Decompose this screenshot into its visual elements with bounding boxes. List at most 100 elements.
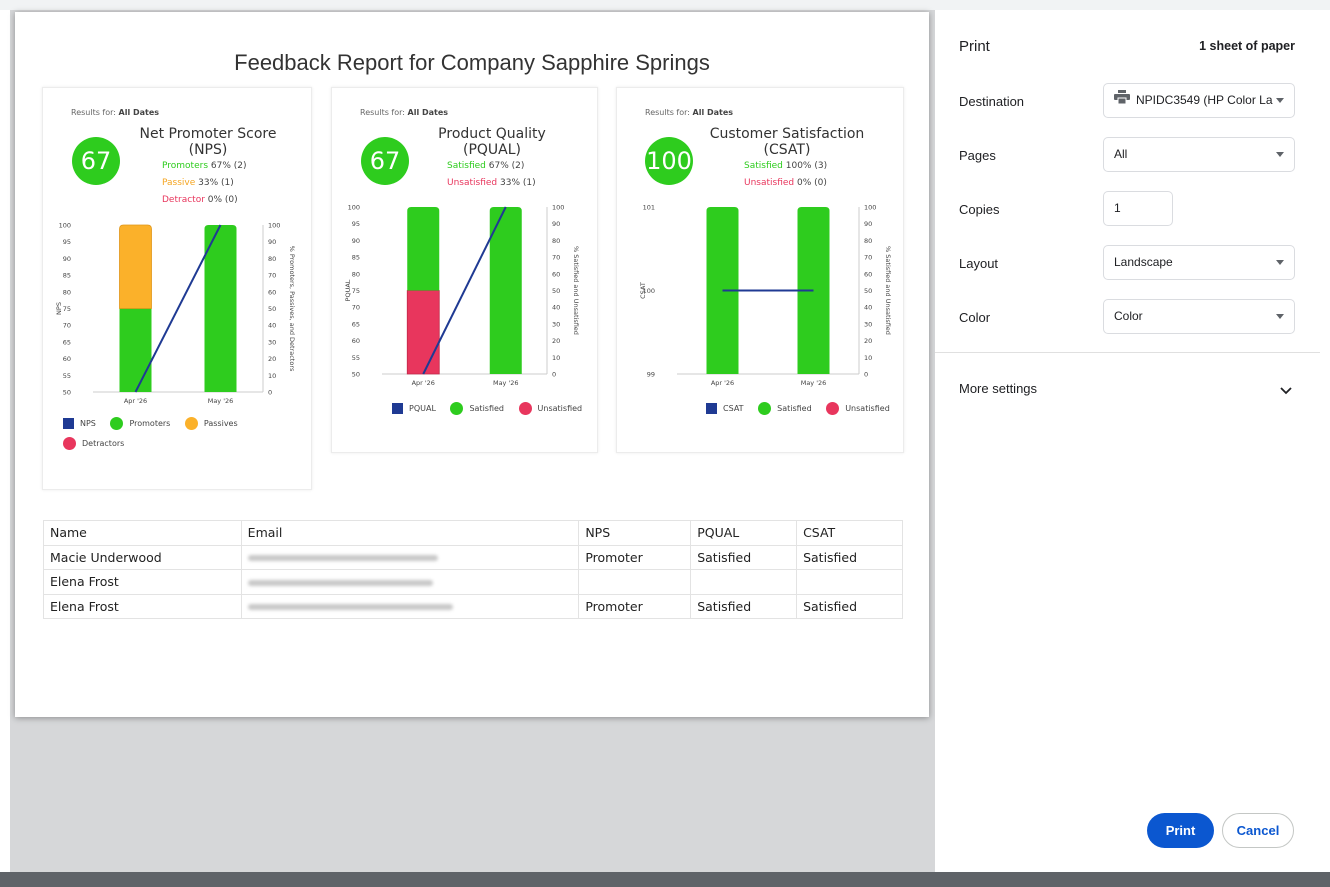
series-line-nps bbox=[134, 224, 222, 393]
cell-nps: Promoter bbox=[578, 544, 692, 570]
y-tick-label: 101 bbox=[643, 204, 655, 212]
printer-icon bbox=[1114, 84, 1130, 117]
nps-title-line1: Net Promoter Score bbox=[139, 126, 277, 142]
color-select[interactable]: Color bbox=[1103, 299, 1295, 334]
table-row: Elena Frost bbox=[43, 569, 903, 595]
csat-card: Results for: All Dates 100 Customer Sati… bbox=[616, 87, 904, 453]
y2-tick-label: 20 bbox=[864, 337, 872, 345]
results-value: All Dates bbox=[407, 108, 449, 117]
csat-title-line1: Customer Satisfaction bbox=[709, 126, 865, 142]
y2-tick-label: 20 bbox=[552, 337, 560, 345]
stat-value: 67% (2) bbox=[488, 161, 525, 171]
chevron-down-icon[interactable] bbox=[1280, 382, 1292, 400]
y-tick-label: 90 bbox=[352, 237, 360, 245]
stat-value: 0% (0) bbox=[797, 178, 827, 188]
sheet-count: 1 sheet of paper bbox=[1199, 39, 1295, 53]
legend-label: NPS bbox=[80, 419, 96, 428]
cell-name: Macie Underwood bbox=[43, 544, 242, 570]
legend-detractors-swatch bbox=[63, 437, 76, 450]
legend-label: Passives bbox=[203, 419, 238, 428]
y2-tick-label: 40 bbox=[864, 304, 872, 312]
legend-label: Detractors bbox=[82, 439, 125, 448]
nps-card-title: Net Promoter Score (NPS) bbox=[123, 126, 293, 158]
y2-tick-label: 80 bbox=[552, 237, 560, 245]
nps-passive-stat: Passive 33% (1) bbox=[162, 178, 234, 188]
background-tab-strip bbox=[0, 0, 1330, 10]
stat-value: 0% (0) bbox=[207, 195, 238, 205]
bar-segment-unsatisfied bbox=[406, 290, 440, 375]
legend-label: Promoters bbox=[129, 419, 171, 428]
pages-label: Pages bbox=[959, 148, 996, 163]
pqual-score-badge: 67 bbox=[361, 137, 409, 185]
y-tick-label: 55 bbox=[352, 354, 360, 362]
print-preview-page: Feedback Report for Company Sapphire Spr… bbox=[15, 12, 929, 717]
bottom-overlay bbox=[0, 872, 1330, 887]
stat-value: 33% (1) bbox=[500, 178, 536, 188]
y-axis-title: CSAT bbox=[639, 282, 647, 299]
bar-segment-satisfied bbox=[407, 207, 440, 291]
nps-score-badge: 67 bbox=[72, 137, 120, 185]
series-line-pqual bbox=[422, 206, 507, 375]
bar-segment-promoters bbox=[119, 308, 152, 392]
results-for-label: Results for: All Dates bbox=[360, 108, 448, 117]
results-prefix: Results for: bbox=[360, 108, 405, 117]
stat-label: Detractor bbox=[162, 195, 205, 205]
legend-pqual-swatch bbox=[392, 403, 403, 414]
y2-tick-label: 0 bbox=[552, 371, 556, 379]
copies-input[interactable]: 1 bbox=[1103, 191, 1173, 226]
column-header-name: Name bbox=[43, 520, 242, 546]
results-value: All Dates bbox=[118, 108, 160, 117]
cell-email-redacted bbox=[240, 544, 580, 570]
responses-table: Name Email NPS PQUAL CSAT Macie Underwoo… bbox=[43, 520, 903, 619]
nps-legend-row2: Detractors bbox=[63, 437, 124, 450]
destination-select[interactable]: NPIDC3549 (HP Color La bbox=[1103, 83, 1295, 118]
print-dialog-title: Print bbox=[959, 38, 990, 55]
legend-label: CSAT bbox=[723, 404, 744, 413]
y-tick-label: 55 bbox=[63, 372, 71, 380]
y2-tick-label: 0 bbox=[864, 371, 868, 379]
legend-unsatisfied-swatch bbox=[826, 402, 840, 415]
y2-tick-label: 80 bbox=[864, 237, 872, 245]
legend-csat-swatch bbox=[706, 403, 717, 414]
pqual-legend: PQUAL Satisfied Unsatisfied bbox=[392, 402, 582, 415]
table-row: Elena Frost Promoter Satisfied Satisfied bbox=[43, 593, 903, 619]
csat-score-badge: 100 bbox=[645, 137, 693, 185]
y2-tick-label: 60 bbox=[268, 288, 276, 296]
layout-select[interactable]: Landscape bbox=[1103, 245, 1295, 280]
redacted-email bbox=[247, 555, 438, 562]
y-tick-label: 75 bbox=[352, 287, 360, 295]
y-tick-label: 100 bbox=[643, 287, 655, 295]
y2-axis-title: % Satisfied and Unsatisfied bbox=[884, 246, 892, 335]
print-button[interactable]: Print bbox=[1147, 813, 1214, 848]
legend-satisfied-swatch bbox=[450, 402, 464, 415]
pqual-card: Results for: All Dates 67 Product Qualit… bbox=[331, 87, 598, 453]
column-header-nps: NPS bbox=[578, 520, 692, 546]
csat-satisfied-stat: Satisfied 100% (3) bbox=[744, 161, 827, 171]
y-tick-label: 95 bbox=[352, 220, 360, 228]
more-settings-toggle[interactable]: More settings bbox=[959, 381, 1038, 396]
csat-card-title: Customer Satisfaction (CSAT) bbox=[697, 126, 877, 158]
stat-value: 33% (1) bbox=[198, 178, 234, 188]
stat-label: Unsatisfied bbox=[447, 178, 498, 188]
y-tick-label: 85 bbox=[352, 254, 360, 262]
bar-segment-passives bbox=[119, 224, 152, 309]
y2-axis-title: % Promoters, Passives, and Detractors bbox=[288, 246, 296, 372]
pqual-unsatisfied-stat: Unsatisfied 33% (1) bbox=[447, 178, 536, 188]
stat-label: Unsatisfied bbox=[744, 178, 795, 188]
chevron-down-icon bbox=[1276, 314, 1284, 319]
cell-email-redacted bbox=[240, 569, 580, 595]
cell-nps bbox=[578, 569, 692, 595]
y2-tick-label: 50 bbox=[268, 305, 276, 313]
legend-label: PQUAL bbox=[409, 404, 436, 413]
y-tick-label: 75 bbox=[63, 305, 71, 313]
csat-legend: CSAT Satisfied Unsatisfied bbox=[706, 402, 890, 415]
pages-select[interactable]: All bbox=[1103, 137, 1295, 172]
stat-label: Promoters bbox=[162, 161, 209, 171]
pqual-chart: 50 55 60 65 70 75 80 85 90 95 100 0 10 20 30 40 50 60 70 80… bbox=[344, 204, 580, 388]
y-tick-label: 50 bbox=[352, 371, 360, 379]
cancel-button[interactable]: Cancel bbox=[1222, 813, 1294, 848]
y2-tick-label: 60 bbox=[864, 270, 872, 278]
csat-title-line2: (CSAT) bbox=[763, 142, 811, 158]
chevron-down-icon bbox=[1276, 152, 1284, 157]
